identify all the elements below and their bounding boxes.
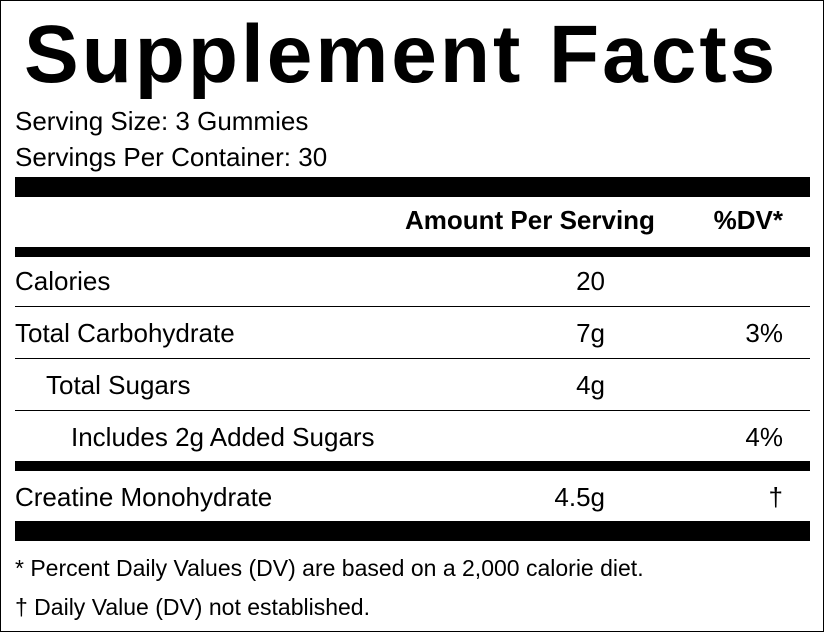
nutrient-dv-creatine-monohydrate: † xyxy=(768,482,783,512)
nutrient-name-calories: Calories xyxy=(15,266,111,296)
nutrient-name-total-sugars: Total Sugars xyxy=(46,370,191,400)
nutrient-amount-total-sugars: 4g xyxy=(576,370,605,400)
nutrient-name-added-sugars: Includes 2g Added Sugars xyxy=(71,422,375,452)
amount-per-serving-header: Amount Per Serving xyxy=(405,205,655,235)
row-divider xyxy=(15,358,810,359)
row-divider xyxy=(15,306,810,307)
nutrient-dv-total-carbohydrate: 3% xyxy=(745,318,783,348)
footnote-not-established: † Daily Value (DV) not established. xyxy=(15,594,370,620)
section-divider-bar xyxy=(15,461,810,471)
nutrient-amount-calories: 20 xyxy=(576,266,605,296)
nutrient-amount-creatine-monohydrate: 4.5g xyxy=(554,482,605,512)
nutrient-name-creatine-monohydrate: Creatine Monohydrate xyxy=(15,482,273,512)
bottom-thick-bar xyxy=(15,521,810,541)
top-thick-bar xyxy=(15,177,810,197)
serving-size: Serving Size: 3 Gummies xyxy=(15,106,309,136)
nutrient-name-total-carbohydrate: Total Carbohydrate xyxy=(15,318,235,348)
nutrient-amount-total-carbohydrate: 7g xyxy=(576,318,605,348)
percent-dv-header: %DV* xyxy=(713,205,783,235)
footnote-daily-values: * Percent Daily Values (DV) are based on… xyxy=(15,555,644,581)
label-title: Supplement Facts xyxy=(24,9,779,100)
servings-per-container: Servings Per Container: 30 xyxy=(15,142,328,172)
nutrient-dv-added-sugars: 4% xyxy=(745,422,783,452)
header-divider-bar xyxy=(15,247,810,257)
row-divider xyxy=(15,410,810,411)
